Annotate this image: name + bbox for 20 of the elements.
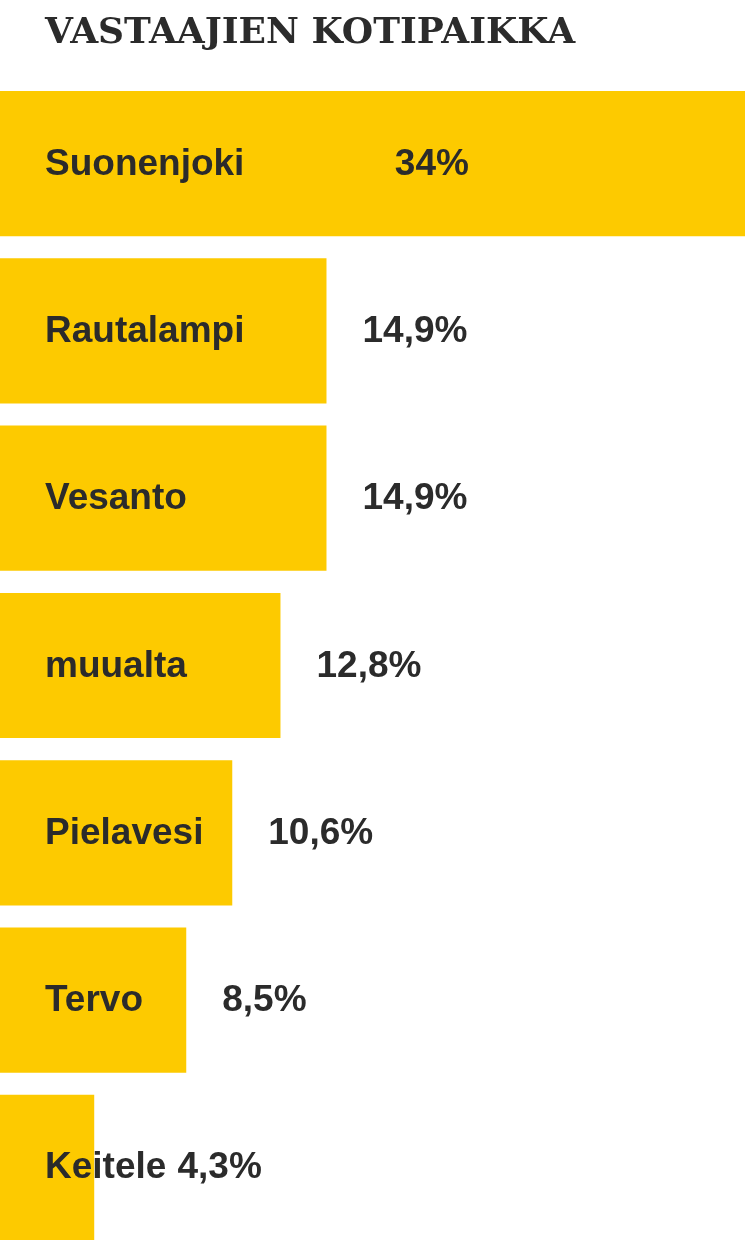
bar xyxy=(0,592,281,739)
data-label: 34% xyxy=(394,141,469,183)
data-label: 10,6% xyxy=(268,810,374,852)
y-tick-label: Pielavesi xyxy=(45,810,204,852)
data-label: 4,3% xyxy=(177,1145,262,1187)
y-tick-label: Suonenjoki xyxy=(45,141,245,183)
data-label: 12,8% xyxy=(316,643,422,685)
bar xyxy=(0,760,233,906)
y-tick-label: Vesanto xyxy=(45,476,187,518)
data-label: 14,9% xyxy=(362,476,468,518)
y-tick-label: Rautalampi xyxy=(45,308,245,350)
data-label: 8,5% xyxy=(222,978,307,1020)
bar xyxy=(0,258,327,404)
bar xyxy=(0,425,327,571)
data-label: 14,9% xyxy=(362,308,468,350)
chart-title: VASTAAJIEN KOTIPAIKKA xyxy=(44,9,577,51)
bar xyxy=(0,927,187,1073)
y-tick-label: Tervo xyxy=(45,978,144,1020)
y-tick-label: muualta xyxy=(45,643,188,685)
bar xyxy=(0,91,745,237)
